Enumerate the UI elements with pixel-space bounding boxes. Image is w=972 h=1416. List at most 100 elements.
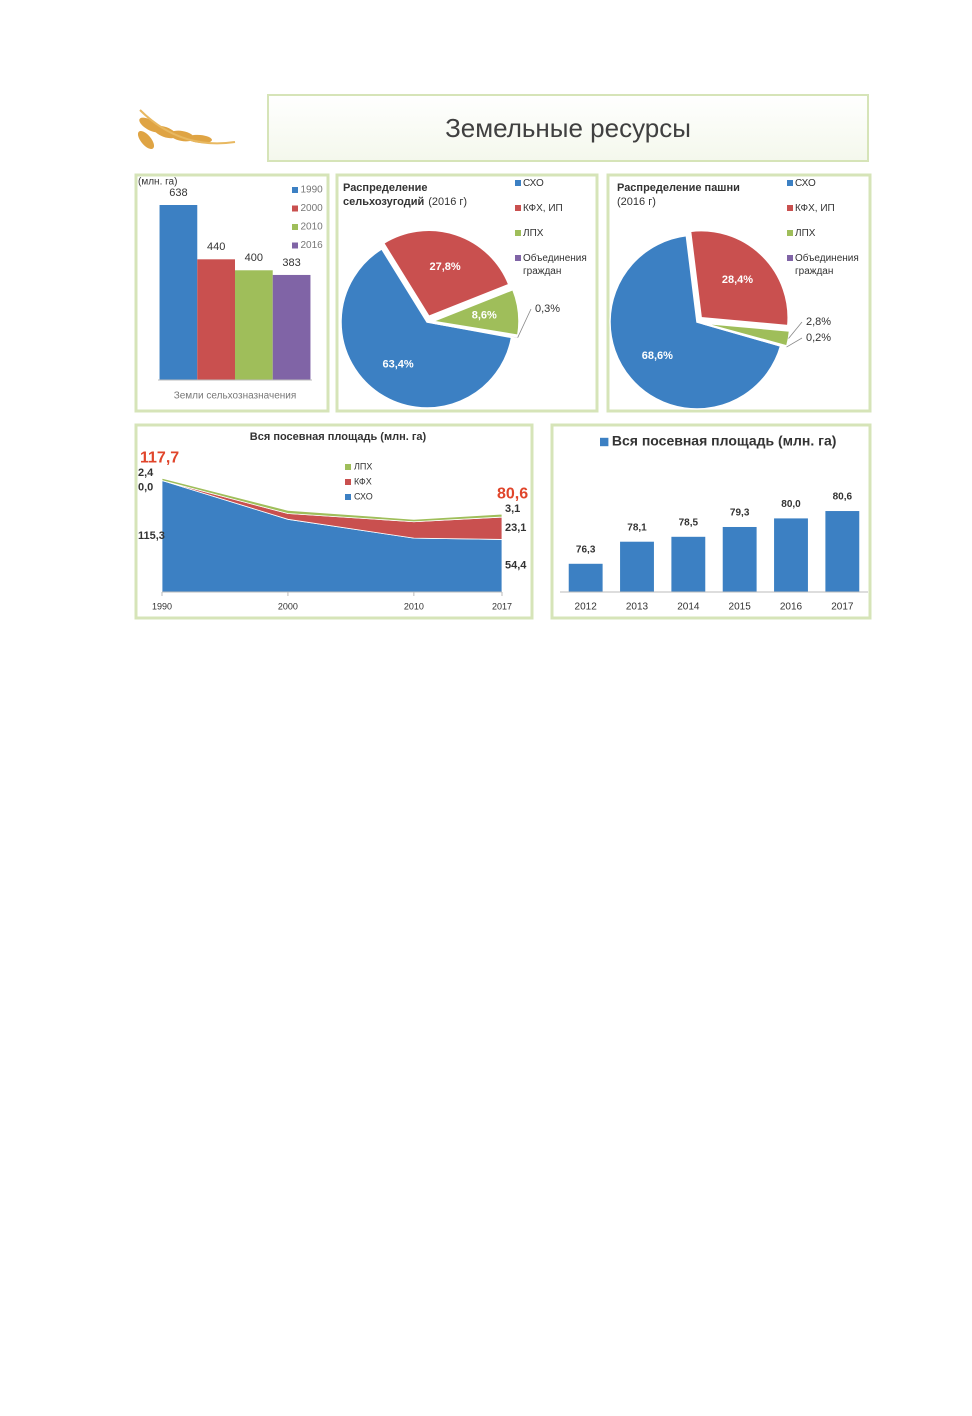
area — [161, 477, 503, 523]
data-label: 76,3 — [576, 544, 596, 555]
legend-swatch — [600, 437, 609, 447]
data-label: 2,4 — [138, 467, 154, 479]
legend-label: ЛПХ — [795, 228, 816, 239]
data-label: 383 — [282, 257, 300, 269]
wheat-icon — [137, 109, 236, 150]
data-label: 27,8% — [429, 261, 460, 273]
legend-swatch — [292, 242, 298, 249]
legend-label: КФХ, ИП — [795, 203, 835, 214]
data-label: 80,0 — [781, 499, 801, 510]
data-label: 79,3 — [730, 508, 750, 519]
leader-line — [788, 321, 803, 339]
pie-slice — [340, 247, 513, 409]
y-axis-label: (млн. га) — [138, 177, 177, 188]
bar — [825, 511, 860, 592]
legend-swatch — [345, 464, 351, 470]
data-label: 400 — [245, 252, 263, 264]
legend-label: 2000 — [301, 203, 324, 214]
bar — [235, 270, 273, 380]
legend-swatch — [515, 180, 521, 186]
bar — [722, 526, 757, 592]
legend-swatch — [515, 230, 521, 236]
page-title: Земельные ресурсы — [445, 113, 691, 143]
data-label: 68,6% — [642, 350, 673, 362]
x-tick-label: 2017 — [492, 601, 512, 611]
bar — [671, 536, 706, 592]
x-tick-label: 1990 — [152, 601, 172, 611]
data-label: 80,6 — [833, 492, 853, 503]
x-tick-label: 2010 — [404, 601, 424, 611]
x-tick-label: Земли сельхозназначения — [174, 391, 297, 402]
legend-swatch — [345, 479, 351, 485]
pie-slice — [430, 288, 520, 337]
legend-label: Объединения граждан — [795, 252, 862, 277]
bar — [774, 518, 808, 592]
header-box — [267, 94, 869, 162]
data-label: 78,5 — [679, 517, 699, 528]
chart-title: Распределение сельхозугодий — [343, 182, 431, 208]
chart-title: Распределение пашни — [617, 182, 740, 194]
data-label: 8,6% — [472, 310, 497, 322]
data-label: 23,1 — [505, 522, 526, 534]
legend-swatch — [345, 494, 351, 500]
data-label: 54,4 — [505, 560, 527, 572]
legend-label: 2010 — [301, 222, 324, 233]
bar — [620, 541, 654, 592]
legend-swatch — [787, 230, 793, 236]
bar — [159, 205, 198, 380]
data-label: 0,3% — [535, 303, 560, 315]
legend-label: 1990 — [301, 185, 324, 196]
legend-label: КФХ — [354, 476, 372, 486]
data-label: 0,2% — [806, 332, 831, 344]
legend-swatch — [787, 180, 793, 186]
data-label: 63,4% — [382, 359, 413, 371]
data-label: 3,1 — [505, 503, 520, 515]
legend-swatch — [515, 205, 521, 211]
leader-line — [517, 308, 532, 338]
pie-slice — [689, 229, 789, 327]
data-label: 2,8% — [806, 316, 831, 328]
x-tick-label: 2000 — [278, 601, 298, 611]
data-label: 78,1 — [627, 522, 647, 533]
legend-label: СХО — [523, 178, 544, 189]
pie-slice — [382, 229, 510, 318]
data-label: 28,4% — [722, 274, 753, 286]
bar — [568, 563, 603, 592]
legend-label: СХО — [795, 178, 816, 189]
x-tick-label: 2012 — [575, 602, 598, 613]
legend-swatch — [292, 224, 298, 230]
legend-swatch — [787, 255, 793, 261]
legend-label: ЛПХ — [523, 228, 544, 239]
legend-label: СХО — [354, 491, 373, 501]
x-tick-label: 2016 — [780, 602, 803, 613]
pie-slice — [609, 234, 782, 410]
leader-line — [786, 337, 803, 348]
data-label: 0,0 — [138, 481, 153, 493]
bar — [272, 274, 311, 380]
chart-title: Вся посевная площадь (млн. га) — [250, 431, 427, 443]
x-tick-label: 2013 — [626, 602, 649, 613]
data-label: 440 — [207, 241, 225, 253]
legend-label: Объединения граждан — [523, 252, 590, 277]
x-tick-label: 2015 — [729, 602, 752, 613]
data-label: 115,3 — [138, 530, 165, 542]
legend-label: 2016 — [301, 240, 324, 251]
bar — [197, 259, 235, 380]
chart-subtitle: (2016 г) — [617, 196, 656, 208]
total-label: 80,6 — [497, 485, 528, 502]
legend-swatch — [292, 205, 298, 212]
x-tick-label: 2014 — [677, 602, 700, 613]
legend-swatch — [515, 255, 521, 261]
legend-swatch — [787, 205, 793, 211]
legend-label: КФХ, ИП — [523, 203, 563, 214]
chart-subtitle: (2016 г) — [428, 196, 467, 208]
legend-label: Вся посевная площадь (млн. га) — [612, 433, 837, 449]
legend-swatch — [292, 187, 298, 193]
legend-label: ЛПХ — [354, 461, 372, 471]
x-tick-label: 2017 — [831, 602, 854, 613]
data-label: 638 — [169, 187, 187, 199]
panel — [550, 423, 872, 620]
total-label: 117,7 — [140, 449, 179, 466]
